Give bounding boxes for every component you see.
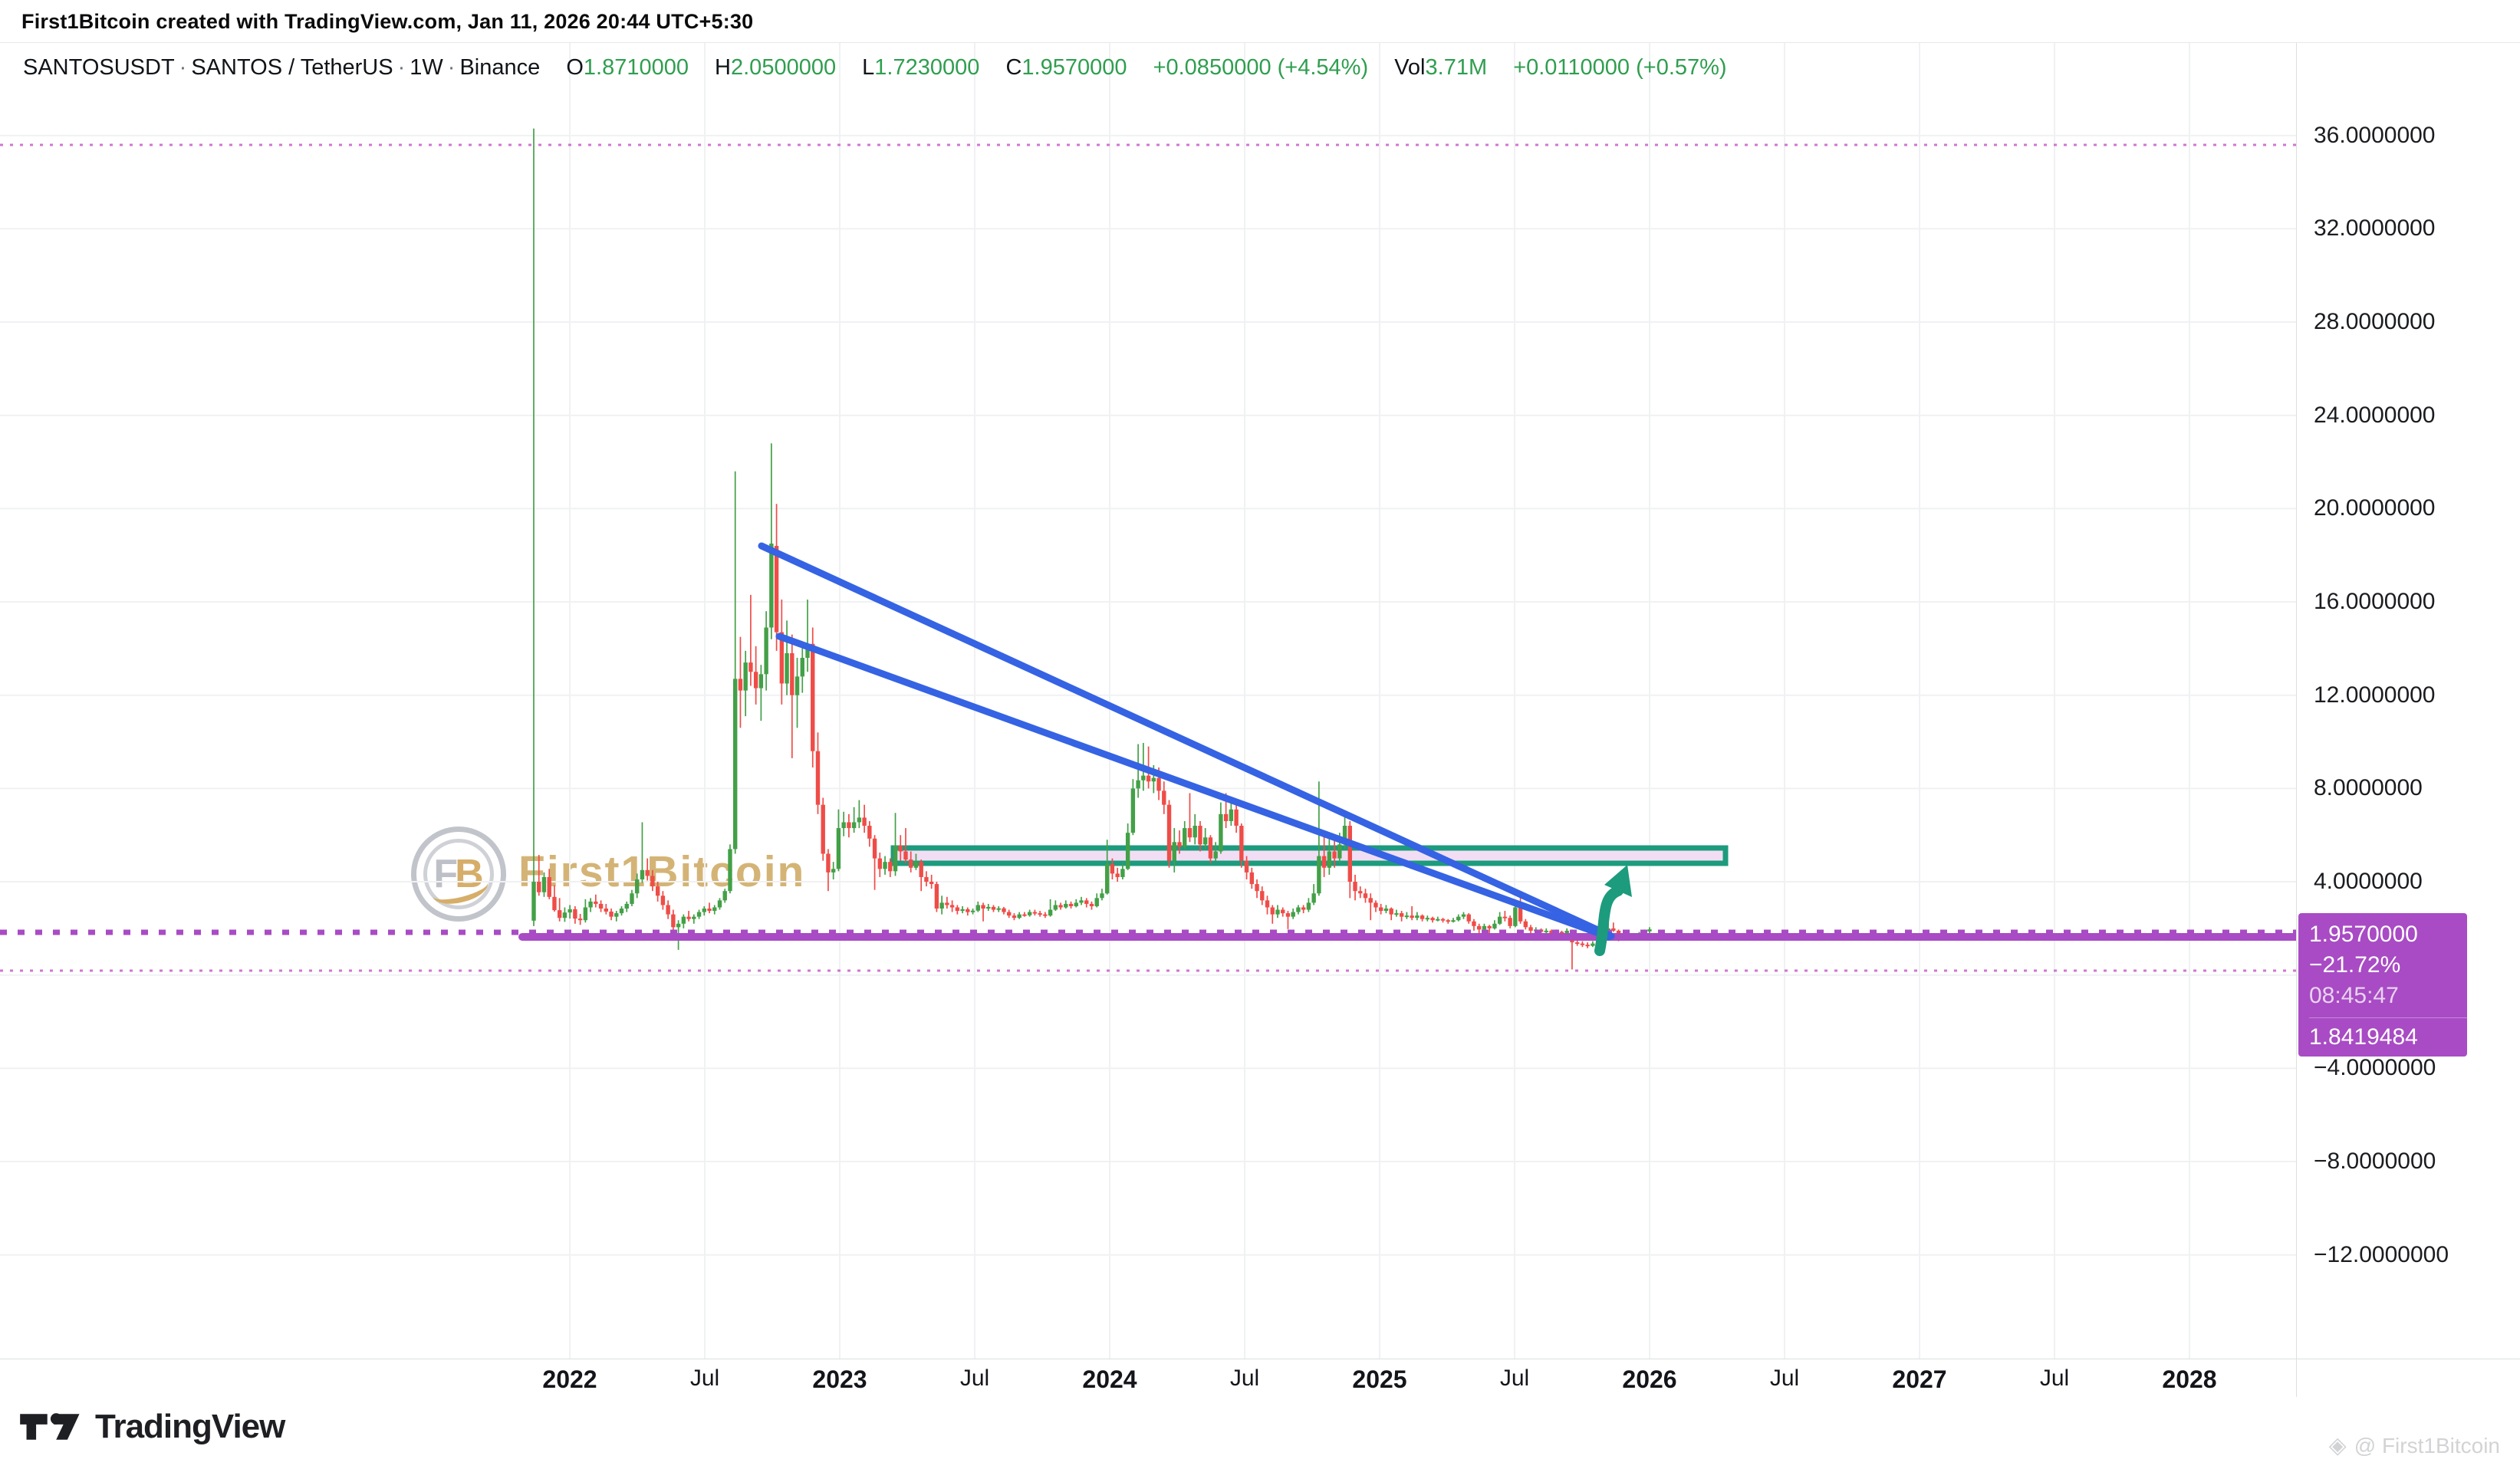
last-price-value: 1.9570000 (2309, 922, 2418, 947)
tradingview-logo-text: TradingView (95, 1408, 285, 1445)
tradingview-logo-icon (20, 1413, 80, 1440)
footer-bar: TradingView ◈ @ First1Bitcoin (0, 1397, 2520, 1469)
descending-trendline[interactable] (775, 633, 1613, 941)
symbol-description: SANTOS / TetherUS (191, 55, 393, 80)
price-scale-label: −8.0000000 (2314, 1149, 2436, 1175)
time-scale-month-label: Jul (689, 1365, 720, 1391)
time-scale-year-label: 2026 (1622, 1365, 1677, 1393)
author-credit: ◈ @ First1Bitcoin (2329, 1432, 2500, 1459)
symbol-exchange: Binance (459, 55, 541, 80)
time-scale-month-label: Jul (1499, 1365, 1530, 1391)
time-scale[interactable]: 2022 Jul 2023 Jul 2024 Jul 2025 Jul 2026 Jul 2027 J… (0, 1359, 2520, 1398)
time-scale-month-label: Jul (2039, 1365, 2070, 1391)
watermark-text: First1Bitcoin (518, 847, 806, 896)
last-price-change: −21.72% (2309, 952, 2401, 978)
price-scale-label: −12.0000000 (2314, 1241, 2449, 1267)
last-price-label: 1.9570000 −21.72% 08:45:47 1.8419484 (2298, 913, 2467, 1057)
change-value: +0.0850000 (+4.54%) (1153, 55, 1369, 80)
candlestick-chart[interactable] (0, 43, 2296, 1359)
ohlc-open: O1.8710000 (566, 55, 689, 80)
volume-change: +0.0110000 (+0.57%) (1513, 55, 1727, 80)
ohlc-low: L1.7230000 (862, 55, 980, 80)
price-scale-label: 24.0000000 (2314, 402, 2436, 428)
time-scale-month-label: Jul (1229, 1365, 1260, 1391)
ohlc-high: H2.0500000 (715, 55, 837, 80)
price-scale[interactable]: 36.0000000 32.0000000 28.0000000 24.0000000… (2296, 43, 2520, 1359)
diamond-icon: ◈ (2328, 1433, 2347, 1458)
time-scale-year-label: 2027 (1892, 1365, 1947, 1393)
tradingview-logo[interactable]: TradingView (20, 1408, 285, 1446)
symbol-interval: 1W (410, 55, 443, 80)
attribution-text: First1Bitcoin created with TradingView.c… (21, 10, 754, 33)
price-scale-label: 8.0000000 (2314, 775, 2423, 801)
purple-line-price: 1.8419484 (2309, 1017, 2467, 1052)
up-arrow-shaft[interactable] (1594, 886, 1624, 956)
candlestick-series (531, 128, 1652, 970)
time-scale-year-label: 2025 (1352, 1365, 1407, 1393)
price-scale-label: −4.0000000 (2314, 1055, 2436, 1081)
price-scale-label: 20.0000000 (2314, 495, 2436, 521)
snapshot-header: First1Bitcoin created with TradingView.c… (0, 0, 2520, 43)
ohlc-close: C1.9570000 (1005, 55, 1127, 80)
time-scale-year-label: 2028 (2162, 1365, 2217, 1393)
time-scale-month-label: Jul (959, 1365, 990, 1391)
volume: Vol3.71M (1394, 55, 1488, 80)
price-scale-label: 36.0000000 (2314, 122, 2436, 148)
author-credit-text: @ First1Bitcoin (2354, 1433, 2500, 1457)
bar-countdown: 08:45:47 (2309, 983, 2399, 1008)
symbol-name: SANTOSUSDT (23, 55, 175, 80)
time-scale-month-label: Jul (1769, 1365, 1800, 1391)
symbol-legend[interactable]: SANTOSUSDT · SANTOS / TetherUS · 1W · Binance … (23, 55, 1727, 80)
price-scale-label: 4.0000000 (2314, 869, 2423, 895)
up-arrow-head (1604, 865, 1632, 897)
descending-trendline[interactable] (758, 542, 1615, 940)
price-scale-label: 28.0000000 (2314, 309, 2436, 335)
price-scale-label: 16.0000000 (2314, 589, 2436, 615)
time-scale-year-label: 2023 (812, 1365, 867, 1393)
time-scale-year-label: 2024 (1082, 1365, 1137, 1393)
price-scale-label: 12.0000000 (2314, 682, 2436, 708)
axis-separator (2296, 1359, 2297, 1398)
resistance-zone-box[interactable] (890, 845, 1729, 866)
price-scale-label: 32.0000000 (2314, 215, 2436, 242)
time-scale-year-label: 2022 (542, 1365, 597, 1393)
